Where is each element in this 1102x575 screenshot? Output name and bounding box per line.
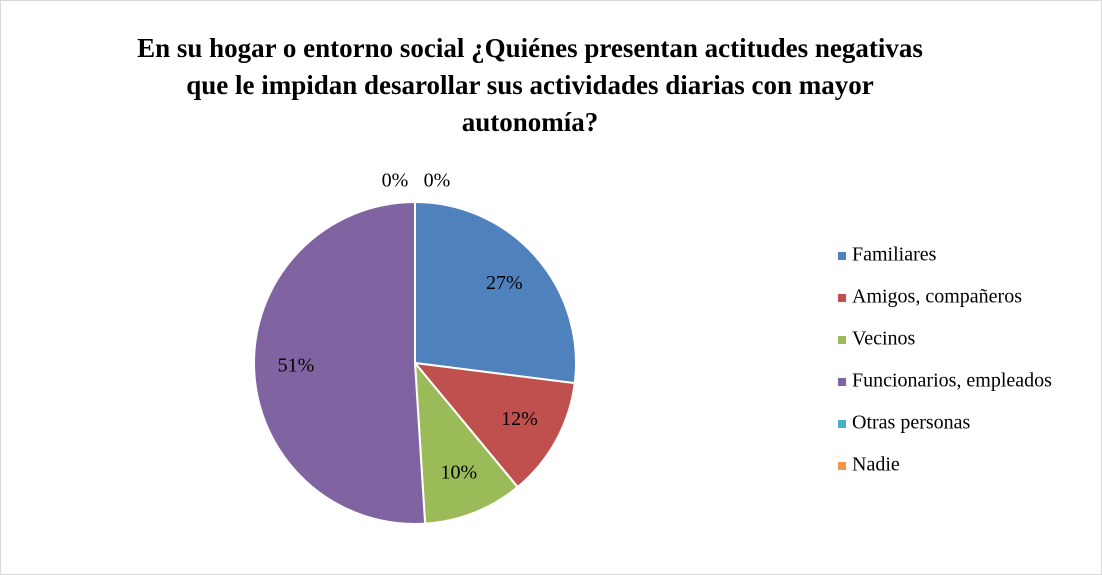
legend-swatch bbox=[838, 462, 846, 470]
legend-swatch bbox=[838, 336, 846, 344]
data-label: 27% bbox=[486, 272, 523, 294]
legend-swatch bbox=[838, 294, 846, 302]
pie-slice bbox=[252, 200, 427, 525]
legend-label: Vecinos bbox=[852, 328, 916, 350]
pie-slice bbox=[413, 359, 520, 525]
legend-swatch bbox=[838, 378, 846, 386]
data-label: 10% bbox=[441, 461, 478, 483]
pie-slice bbox=[412, 361, 576, 489]
legend-label: Otras personas bbox=[852, 412, 971, 434]
pie-slice bbox=[414, 200, 577, 385]
legend-label: Amigos, compañeros bbox=[852, 286, 1022, 308]
data-label: 0% bbox=[424, 170, 451, 192]
data-label: 0% bbox=[382, 170, 409, 192]
data-label: 51% bbox=[278, 354, 315, 376]
legend-label: Nadie bbox=[852, 454, 900, 476]
legend-swatch bbox=[838, 420, 846, 428]
data-label: 12% bbox=[501, 408, 538, 430]
legend-label: Familiares bbox=[852, 244, 937, 266]
chart-title: En su hogar o entorno social ¿Quiénes pr… bbox=[137, 33, 923, 137]
legend-swatch bbox=[838, 252, 846, 260]
legend-label: Funcionarios, empleados bbox=[852, 370, 1052, 392]
